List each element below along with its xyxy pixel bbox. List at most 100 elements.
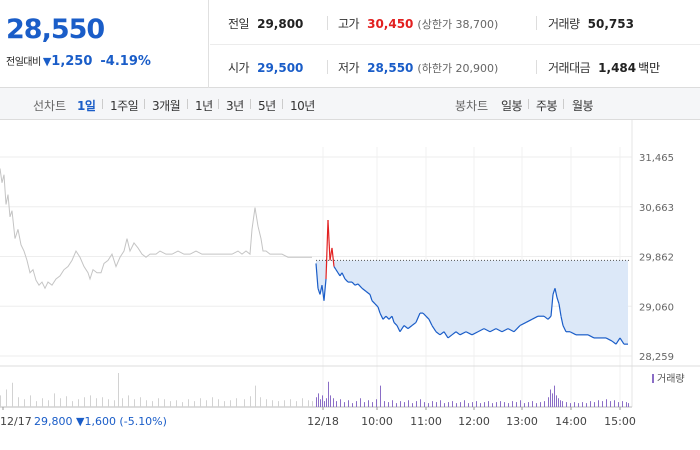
today-line-segment	[428, 319, 433, 326]
today-line-segment	[525, 318, 533, 323]
today-line-segment	[351, 281, 356, 286]
today-line-segment	[354, 283, 359, 286]
tab-monthly[interactable]: 월봉	[572, 99, 594, 113]
today-line-segment	[335, 269, 339, 274]
stat-amount: 거래대금 1,484 백만	[548, 59, 660, 76]
divider	[327, 16, 328, 30]
today-line-segment	[459, 331, 467, 336]
today-line-segment	[379, 312, 384, 320]
change-label: 전일대비	[6, 57, 41, 68]
tab-weekly[interactable]: 주봉	[536, 99, 558, 113]
today-line-segment	[333, 266, 337, 270]
today-line-segment	[554, 288, 558, 298]
today-line-segment	[547, 315, 552, 320]
today-line-segment	[489, 328, 497, 333]
y-tick-label: 29,862	[639, 253, 674, 264]
today-line-segment	[323, 278, 327, 301]
lower-limit: (하한가 20,900)	[417, 62, 499, 75]
x-tick-label: 12/17	[0, 415, 32, 428]
price-chart[interactable]: 31,465 30,663 29,862 29,060 28,259 12/17 29,8…	[0, 120, 700, 450]
tab-10y[interactable]: 10년	[290, 99, 315, 113]
today-line-segment	[377, 306, 381, 314]
today-line-segment	[543, 315, 549, 320]
today-line-segment	[513, 325, 521, 333]
today-line-segment	[501, 328, 509, 333]
line-chart-label: 선차트	[33, 99, 67, 113]
today-line-segment	[391, 316, 395, 323]
x-axis-ticks: 12/17 29,800 ▼1,600 (-5.10%) 12/18 10:00 11:…	[0, 407, 636, 428]
today-line-segment	[327, 219, 331, 261]
x-tick-label: 13:00	[506, 415, 538, 428]
stat-value: 1,484	[598, 61, 637, 75]
today-line-segment	[341, 272, 346, 280]
today-line-segment	[331, 247, 335, 267]
upper-limit: (상한가 38,700)	[417, 18, 499, 31]
triangle-down-icon: ▼	[42, 55, 52, 68]
y-axis-ticks: 31,465 30,663 29,862 29,060 28,259	[639, 153, 674, 363]
stat-prev-close: 전일 29,800	[228, 15, 303, 32]
x-tick-label: 11:00	[410, 415, 442, 428]
x-tick-label: 12/18	[307, 415, 339, 428]
stat-label: 시가	[228, 61, 250, 75]
stat-unit: 백만	[638, 61, 661, 75]
stat-value: 29,800	[257, 17, 304, 31]
today-line-segment	[560, 316, 564, 326]
today-line-segment	[550, 294, 554, 317]
today-line-segment	[443, 331, 449, 339]
today-line-segment	[619, 337, 625, 345]
today-line-segment	[407, 325, 413, 330]
current-price: 28,550	[6, 14, 105, 45]
today-line-segment	[385, 315, 390, 320]
x-tick-label: 10:00	[361, 415, 393, 428]
stat-open: 시가 29,500	[228, 59, 303, 76]
today-line-segment	[611, 340, 617, 345]
tab-1y[interactable]: 1년	[195, 99, 213, 113]
below-baseline-area	[316, 260, 628, 345]
today-line-segment	[495, 328, 503, 333]
today-line-segment	[393, 322, 398, 326]
tab-3m[interactable]: 3개월	[152, 99, 181, 113]
today-line-segment	[396, 325, 401, 332]
today-line-segment	[369, 294, 373, 301]
today-line-segment	[425, 315, 430, 320]
today-line-segment	[569, 331, 577, 336]
tab-divider	[218, 99, 219, 109]
tab-divider	[187, 99, 188, 109]
change-percent: -4.19%	[100, 54, 151, 69]
today-line-segment	[451, 331, 457, 336]
tab-3y[interactable]: 3년	[226, 99, 244, 113]
today-line-segment	[556, 297, 560, 304]
today-line-segment	[399, 325, 405, 333]
stat-label: 거래대금	[548, 61, 591, 75]
today-line-segment	[315, 263, 319, 289]
tab-1w[interactable]: 1주일	[110, 99, 139, 113]
today-line-segment	[447, 334, 453, 339]
today-line-segment	[357, 283, 363, 289]
change-amount: 1,250	[51, 54, 93, 69]
tab-1d[interactable]: 1일	[77, 99, 96, 113]
stat-volume: 거래량 50,753	[548, 15, 634, 32]
below-baseline-fill	[316, 259, 630, 345]
y-tick-label: 28,259	[639, 352, 674, 363]
today-line-segment	[477, 328, 485, 333]
today-line-segment	[531, 315, 539, 320]
volume-legend: 거래량	[652, 373, 685, 385]
today-line-segment	[507, 328, 515, 333]
x-tick-label: 12:00	[458, 415, 490, 428]
stat-value: 28,550	[367, 61, 414, 75]
stat-high: 고가 30,450 (상한가 38,700)	[338, 15, 498, 32]
y-tick-label: 31,465	[639, 153, 674, 164]
today-line-segment	[403, 325, 409, 330]
stat-low: 저가 28,550 (하한가 20,900)	[338, 59, 498, 76]
tab-5y[interactable]: 5년	[258, 99, 276, 113]
today-line-segment	[365, 290, 371, 295]
divider	[327, 60, 328, 74]
price-summary: 28,550 전일대비 ▼1,250 -4.19%	[0, 0, 209, 88]
today-line-segment	[382, 315, 387, 320]
today-line-segment	[605, 337, 613, 342]
stat-value: 29,500	[257, 61, 304, 75]
today-line-segment	[455, 331, 461, 336]
stat-label: 거래량	[548, 17, 580, 31]
tab-daily[interactable]: 일봉	[501, 99, 523, 113]
x-tick-label: 15:00	[604, 415, 636, 428]
